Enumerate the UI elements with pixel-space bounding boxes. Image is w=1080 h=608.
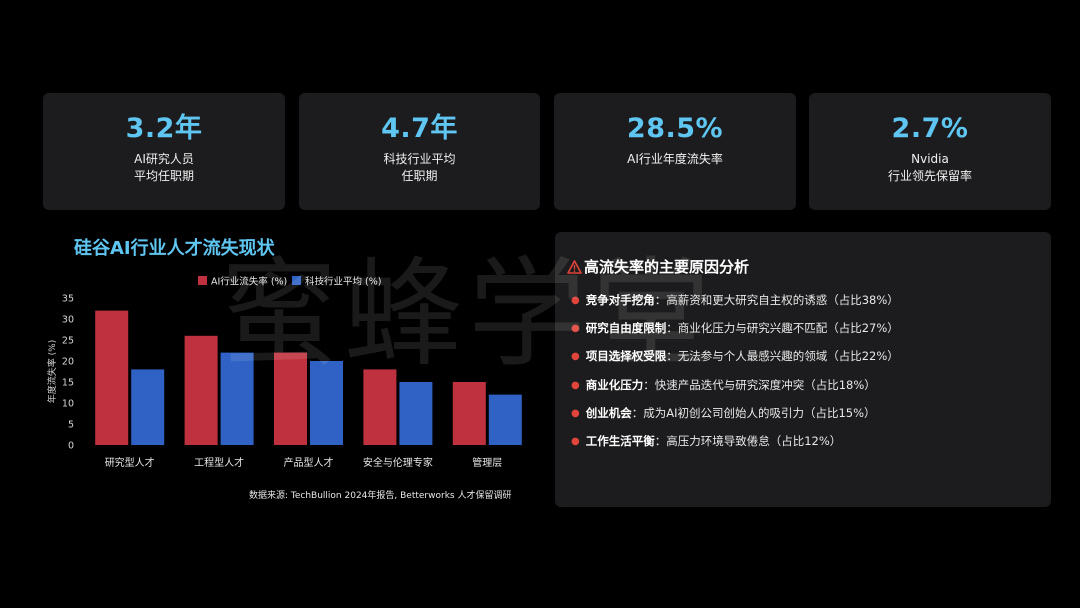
reason-head: 竞争对手挖角	[585, 293, 655, 307]
y-tick-label: 30	[62, 315, 74, 326]
reason-head: 项目选择权受限	[585, 349, 667, 363]
stat-card-tenure-tech: 4.7年 科技行业平均 任职期	[299, 93, 540, 210]
y-axis-label: 年度流失率 (%)	[46, 340, 58, 403]
bar	[310, 361, 343, 445]
x-tick-label: 管理层	[472, 456, 502, 469]
stat-label: AI研究人员 平均任职期	[133, 152, 194, 183]
x-tick-label: 安全与伦理专家	[363, 456, 433, 469]
stat-label: AI行业年度流失率	[627, 152, 723, 166]
reasons-title: 高流失率的主要原因分析	[567, 256, 749, 277]
reason-head: 商业化压力	[585, 378, 644, 392]
x-tick-label: 产品型人才	[284, 456, 334, 469]
y-tick-label: 5	[68, 420, 74, 431]
bullet-icon: ●	[571, 407, 580, 419]
chart-title: 硅谷AI行业人才流失现状	[74, 238, 275, 259]
legend-swatch	[198, 276, 207, 285]
reason-item: ● 研究自由度限制 ：商业化压力与研究兴趣不匹配（占比27%）	[571, 320, 899, 336]
bullet-icon: ●	[571, 294, 580, 306]
bar	[363, 369, 397, 445]
bullet-icon: ●	[571, 435, 580, 447]
stat-label: Nvidia 行业领先保留率	[887, 152, 972, 183]
bar	[95, 310, 129, 445]
bullet-icon: ●	[571, 350, 580, 362]
reason-item: ● 项目选择权受限 ：无法参与个人最感兴趣的领域（占比22%）	[571, 348, 899, 364]
x-tick-label: 研究型人才	[105, 456, 155, 469]
reason-text: ：成为AI初创公司创始人的吸引力（占比15%）	[631, 406, 876, 420]
legend-swatch	[292, 276, 301, 285]
reason-item: ● 商业化压力 ：快速产品迭代与研究深度冲突（占比18%）	[571, 377, 876, 393]
bullet-icon: ●	[571, 379, 580, 391]
bar	[488, 394, 522, 445]
bullet-icon: ●	[571, 322, 580, 334]
source-note: 数据来源: TechBullion 2024年报告, Betterworks 人…	[249, 491, 512, 501]
bar	[131, 369, 165, 445]
bar	[274, 352, 307, 445]
y-tick-label: 0	[68, 441, 74, 452]
y-tick-label: 35	[62, 294, 74, 305]
reason-text: ：商业化压力与研究兴趣不匹配（占比27%）	[666, 321, 899, 335]
y-tick-label: 15	[62, 378, 74, 389]
warning-icon	[567, 259, 582, 274]
reason-head: 创业机会	[585, 406, 632, 420]
stat-value: 2.7%	[891, 113, 969, 144]
stat-value: 28.5%	[626, 113, 724, 144]
bar	[399, 382, 433, 445]
reason-text: ：快速产品迭代与研究深度冲突（占比18%）	[643, 378, 876, 392]
reason-head: 工作生活平衡	[585, 434, 655, 448]
reasons-title-text: 高流失率的主要原因分析	[584, 258, 750, 276]
y-tick-label: 20	[62, 357, 74, 368]
y-tick-label: 25	[62, 336, 74, 347]
reason-item: ● 竞争对手挖角 ：高薪资和更大研究自主权的诱惑（占比38%）	[571, 292, 899, 308]
x-tick-label: 工程型人才	[194, 456, 244, 469]
legend-label: 科技行业平均 (%)	[305, 276, 381, 288]
stat-card-retention: 2.7% Nvidia 行业领先保留率	[809, 93, 1051, 210]
reason-text: ：高压力环境导致倦怠（占比12%）	[654, 434, 842, 448]
stat-value: 4.7年	[381, 113, 458, 144]
reasons-panel: 高流失率的主要原因分析 ● 竞争对手挖角 ：高薪资和更大研究自主权的诱惑（占比3…	[555, 232, 1051, 507]
reason-text: ：无法参与个人最感兴趣的领域（占比22%）	[666, 349, 899, 363]
bar	[184, 335, 218, 445]
y-tick-label: 10	[62, 399, 74, 410]
bar	[220, 352, 254, 445]
stat-label: 科技行业平均 任职期	[383, 152, 456, 183]
bar	[452, 382, 486, 445]
reason-head: 研究自由度限制	[585, 321, 667, 335]
legend-label: AI行业流失率 (%)	[211, 276, 287, 288]
bar-chart: AI行业流失率 (%) 科技行业平均 (%) 0 5 10 15 20 25 30 35 年度流失率…	[46, 276, 522, 469]
reason-item: ● 创业机会 ：成为AI初创公司创始人的吸引力（占比15%）	[571, 405, 876, 421]
stat-value: 3.2年	[125, 113, 203, 144]
stat-card-tenure-ai: 3.2年 AI研究人员 平均任职期	[43, 93, 285, 210]
reason-text: ：高薪资和更大研究自主权的诱惑（占比38%）	[654, 293, 899, 307]
stat-card-attrition: 28.5% AI行业年度流失率	[554, 93, 796, 210]
reason-item: ● 工作生活平衡 ：高压力环境导致倦怠（占比12%）	[571, 433, 841, 449]
